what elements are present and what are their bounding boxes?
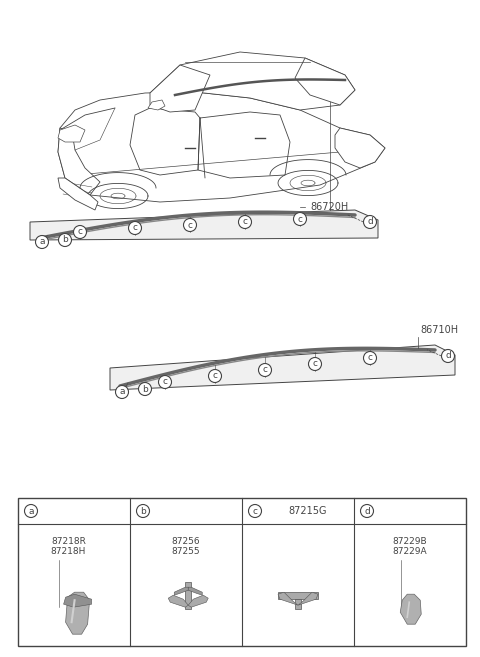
Polygon shape — [148, 100, 165, 110]
Circle shape — [259, 363, 272, 376]
Circle shape — [183, 219, 196, 231]
Text: c: c — [132, 223, 137, 233]
Polygon shape — [295, 599, 301, 609]
Circle shape — [249, 505, 262, 518]
Text: c: c — [263, 365, 267, 374]
Polygon shape — [185, 582, 191, 609]
Circle shape — [24, 505, 37, 518]
Circle shape — [309, 357, 322, 371]
Polygon shape — [278, 592, 318, 599]
Polygon shape — [295, 58, 355, 105]
Circle shape — [136, 505, 149, 518]
Text: 87255: 87255 — [172, 547, 200, 556]
Polygon shape — [298, 592, 318, 605]
Circle shape — [363, 215, 376, 229]
Text: a: a — [39, 237, 45, 246]
Circle shape — [59, 233, 72, 246]
Text: 87218H: 87218H — [51, 547, 86, 556]
Polygon shape — [150, 65, 210, 112]
Polygon shape — [400, 594, 421, 624]
Polygon shape — [188, 595, 208, 607]
Text: 87229B: 87229B — [393, 537, 427, 547]
Circle shape — [293, 212, 307, 225]
Text: c: c — [252, 507, 257, 516]
Text: 87229A: 87229A — [393, 547, 427, 556]
Text: 86710H: 86710H — [420, 325, 458, 335]
Circle shape — [239, 215, 252, 229]
Polygon shape — [58, 125, 85, 142]
Polygon shape — [110, 345, 455, 390]
Text: 86720H: 86720H — [310, 202, 348, 212]
Circle shape — [129, 221, 142, 235]
Text: 87256: 87256 — [172, 537, 200, 547]
Text: c: c — [77, 227, 83, 237]
Text: b: b — [62, 235, 68, 244]
Text: d: d — [445, 351, 451, 361]
Text: 87218R: 87218R — [51, 537, 86, 547]
Polygon shape — [63, 594, 92, 607]
Polygon shape — [168, 595, 188, 607]
Polygon shape — [335, 128, 385, 168]
Text: c: c — [213, 371, 217, 380]
Circle shape — [158, 376, 171, 388]
Text: b: b — [140, 507, 146, 516]
Polygon shape — [30, 210, 378, 240]
Polygon shape — [66, 592, 90, 634]
Text: c: c — [188, 221, 192, 229]
Text: c: c — [242, 217, 248, 227]
Polygon shape — [150, 52, 355, 110]
Circle shape — [442, 350, 455, 363]
Text: c: c — [312, 359, 317, 369]
Text: 87215G: 87215G — [289, 506, 327, 516]
Polygon shape — [58, 128, 100, 195]
Text: c: c — [298, 214, 302, 223]
Text: d: d — [364, 507, 370, 516]
Circle shape — [73, 225, 86, 238]
Text: d: d — [367, 217, 373, 227]
Text: c: c — [163, 378, 168, 386]
Circle shape — [139, 382, 152, 396]
Circle shape — [360, 505, 373, 518]
Text: a: a — [119, 388, 125, 397]
Polygon shape — [174, 587, 188, 595]
Circle shape — [36, 235, 48, 248]
Text: a: a — [28, 507, 34, 516]
Polygon shape — [188, 587, 202, 595]
Text: b: b — [142, 384, 148, 394]
Polygon shape — [278, 592, 298, 605]
Polygon shape — [58, 92, 385, 202]
Circle shape — [363, 351, 376, 365]
Polygon shape — [58, 178, 98, 210]
Text: c: c — [368, 353, 372, 363]
Circle shape — [116, 386, 129, 399]
Circle shape — [208, 369, 221, 382]
